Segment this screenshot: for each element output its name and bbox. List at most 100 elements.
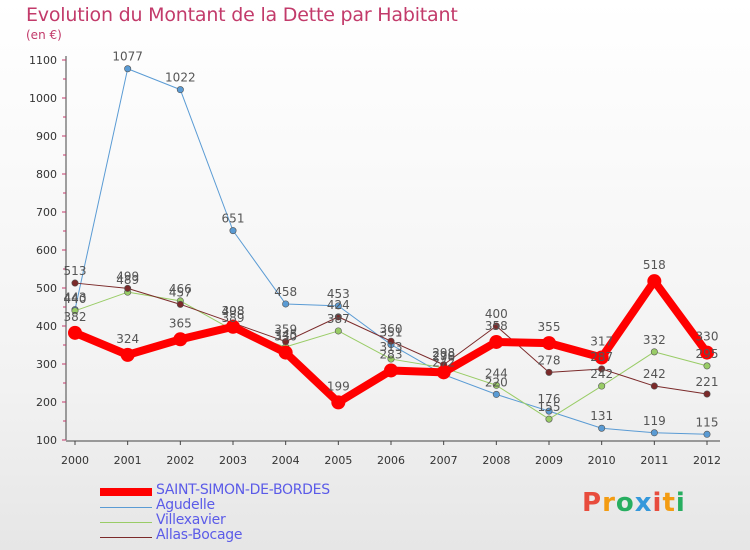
data-point bbox=[334, 313, 342, 321]
data-label: 278 bbox=[432, 349, 455, 363]
data-label: 466 bbox=[169, 282, 192, 296]
data-label: 389 bbox=[222, 311, 245, 325]
data-label: 298 bbox=[432, 346, 455, 360]
data-label: 221 bbox=[696, 375, 719, 389]
x-tick-label: 2001 bbox=[114, 454, 142, 467]
data-label: 387 bbox=[327, 312, 350, 326]
data-point bbox=[387, 355, 395, 363]
data-label: 345 bbox=[274, 328, 297, 342]
data-label: 440 bbox=[64, 292, 87, 306]
data-point bbox=[594, 350, 609, 365]
data-label: 457 bbox=[169, 285, 192, 299]
data-point bbox=[226, 319, 240, 334]
data-label: 408 bbox=[222, 304, 245, 318]
data-point bbox=[650, 348, 658, 356]
data-label: 1022 bbox=[165, 71, 196, 85]
data-label: 358 bbox=[485, 319, 508, 333]
legend-swatch bbox=[100, 488, 152, 496]
data-label: 242 bbox=[590, 367, 613, 381]
data-point bbox=[650, 429, 658, 437]
x-tick-label: 2012 bbox=[693, 454, 721, 467]
data-point bbox=[176, 86, 184, 94]
logo-letter: P bbox=[582, 488, 603, 518]
data-label: 313 bbox=[380, 340, 403, 354]
data-label: 330 bbox=[696, 330, 719, 344]
data-point bbox=[384, 363, 398, 378]
data-label: 518 bbox=[643, 258, 666, 272]
logo-letter: t bbox=[662, 488, 676, 518]
data-label: 359 bbox=[274, 323, 297, 337]
x-tick-label: 2004 bbox=[272, 454, 300, 467]
data-label: 272 bbox=[432, 356, 455, 370]
logo-letter: x bbox=[634, 488, 653, 518]
data-label: 443 bbox=[64, 291, 87, 305]
data-label: 424 bbox=[327, 298, 350, 312]
data-label: 176 bbox=[538, 392, 561, 406]
data-point bbox=[331, 395, 346, 410]
y-tick-label: 900 bbox=[36, 130, 57, 143]
data-point bbox=[124, 284, 132, 292]
legend-swatch bbox=[100, 507, 152, 508]
legend-label: Allas-Bocage bbox=[156, 527, 243, 543]
data-point bbox=[598, 424, 606, 432]
data-label: 317 bbox=[590, 335, 613, 349]
data-point bbox=[334, 327, 342, 335]
data-point bbox=[278, 345, 293, 360]
chart-title: Evolution du Montant de la Dette par Hab… bbox=[26, 4, 458, 26]
data-label: 220 bbox=[485, 375, 508, 389]
data-label: 119 bbox=[643, 414, 666, 428]
data-label: 290 bbox=[432, 349, 455, 363]
data-point bbox=[703, 390, 711, 398]
x-tick-label: 2003 bbox=[219, 454, 247, 467]
data-point bbox=[173, 332, 188, 347]
y-tick-label: 600 bbox=[36, 244, 57, 257]
data-label: 453 bbox=[327, 287, 350, 301]
data-label: 199 bbox=[327, 379, 350, 393]
data-label: 287 bbox=[590, 350, 613, 364]
data-label: 489 bbox=[116, 273, 139, 287]
data-label: 651 bbox=[222, 212, 245, 226]
y-tick-label: 100 bbox=[36, 434, 57, 447]
data-point bbox=[71, 307, 79, 315]
data-label: 1077 bbox=[112, 50, 143, 64]
logo-letter: r bbox=[602, 488, 616, 518]
x-tick-label: 2002 bbox=[166, 454, 194, 467]
data-label: 283 bbox=[380, 347, 403, 361]
data-label: 499 bbox=[116, 269, 139, 283]
data-point bbox=[703, 362, 711, 370]
y-tick-label: 400 bbox=[36, 320, 57, 333]
data-label: 351 bbox=[380, 326, 403, 340]
data-point bbox=[229, 227, 237, 235]
y-tick-label: 1100 bbox=[29, 54, 57, 67]
data-point bbox=[650, 382, 658, 390]
y-tick-label: 200 bbox=[36, 396, 57, 409]
data-label: 332 bbox=[643, 333, 666, 347]
data-label: 355 bbox=[538, 320, 561, 334]
y-tick-label: 800 bbox=[36, 168, 57, 181]
data-point bbox=[545, 407, 553, 415]
legend-swatch bbox=[100, 537, 152, 538]
legend-label: Villexavier bbox=[156, 512, 226, 528]
data-point bbox=[334, 302, 342, 310]
data-point bbox=[120, 347, 135, 362]
data-point bbox=[598, 365, 606, 373]
data-point bbox=[68, 325, 82, 340]
data-point bbox=[647, 274, 662, 289]
data-label: 155 bbox=[538, 400, 561, 414]
data-point bbox=[436, 365, 451, 380]
data-label: 330 bbox=[274, 330, 297, 344]
legend-swatch bbox=[100, 522, 152, 523]
data-point bbox=[492, 322, 500, 330]
data-point bbox=[282, 300, 290, 308]
y-tick-label: 500 bbox=[36, 282, 57, 295]
data-label: 360 bbox=[380, 322, 403, 336]
data-label: 115 bbox=[696, 415, 719, 429]
logo-letter: i bbox=[652, 488, 663, 518]
data-label: 400 bbox=[485, 307, 508, 321]
x-tick-label: 2008 bbox=[482, 454, 510, 467]
data-point bbox=[71, 279, 79, 287]
x-tick-label: 2011 bbox=[640, 454, 668, 467]
legend-label: Agudelle bbox=[156, 497, 215, 513]
y-tick-label: 700 bbox=[36, 206, 57, 219]
